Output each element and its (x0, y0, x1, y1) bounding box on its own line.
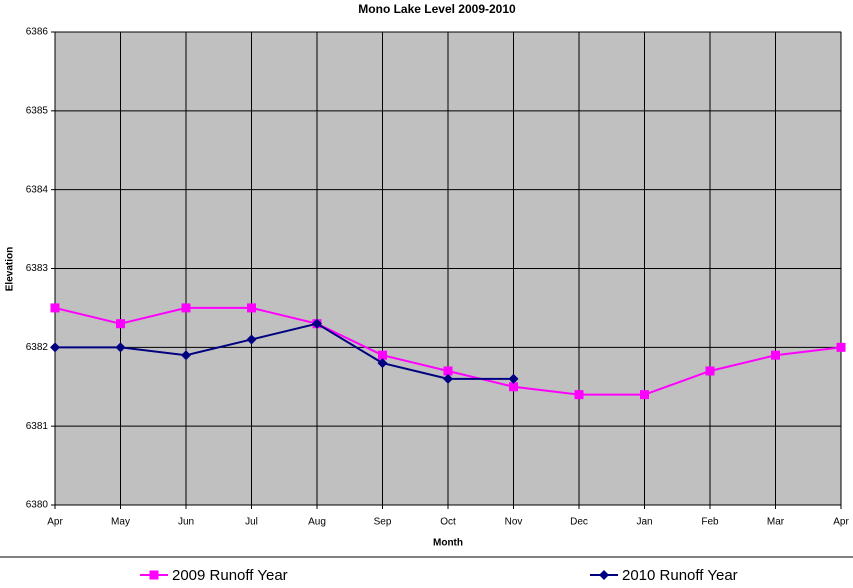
marker (115, 342, 126, 353)
marker (705, 366, 715, 376)
y-tick-label: 6382 (26, 342, 49, 353)
x-tick-label: Dec (570, 517, 588, 528)
y-tick-label: 6384 (26, 184, 49, 195)
marker (836, 342, 846, 352)
x-axis-title: Month (433, 538, 463, 549)
marker (771, 350, 780, 360)
y-tick-label: 6381 (26, 421, 49, 432)
y-tick-label: 6383 (26, 263, 49, 274)
x-tick-label: Jun (178, 517, 194, 528)
series-line (55, 322, 514, 380)
y-tick-label: 6386 (26, 27, 49, 38)
marker (640, 390, 649, 400)
legend-label: 2009 Runoff Year (172, 567, 288, 584)
marker (50, 342, 60, 353)
x-tick-label: Jul (245, 517, 258, 528)
marker (312, 318, 322, 329)
x-tick-label: Nov (505, 517, 523, 528)
marker (116, 319, 125, 329)
marker (50, 303, 60, 313)
marker (508, 373, 519, 384)
y-axis-title: Elevation (5, 247, 16, 291)
marker (443, 366, 453, 376)
chart-title: Mono Lake Level 2009-2010 (358, 2, 516, 16)
marker (443, 373, 453, 384)
marker (181, 350, 191, 361)
x-tick-label: Jan (636, 517, 652, 528)
x-tick-label: May (111, 517, 130, 528)
x-tick-label: Aug (308, 517, 326, 528)
marker (574, 390, 584, 400)
x-tick-label: Apr (47, 517, 63, 528)
marker (378, 350, 387, 360)
legend-marker (599, 570, 609, 580)
y-tick-label: 6380 (26, 500, 49, 511)
x-tick-label: Mar (767, 517, 785, 528)
x-tick-label: Oct (440, 517, 456, 528)
x-tick-label: Feb (701, 517, 719, 528)
legend-marker (149, 570, 159, 580)
marker (181, 303, 191, 313)
x-tick-label: Sep (374, 517, 392, 528)
marker (247, 303, 256, 313)
marker (509, 382, 518, 392)
marker (377, 358, 388, 369)
legend-label: 2010 Runoff Year (622, 567, 738, 584)
y-tick-label: 6385 (26, 105, 49, 116)
x-tick-label: Apr (833, 517, 849, 528)
marker (246, 334, 257, 345)
